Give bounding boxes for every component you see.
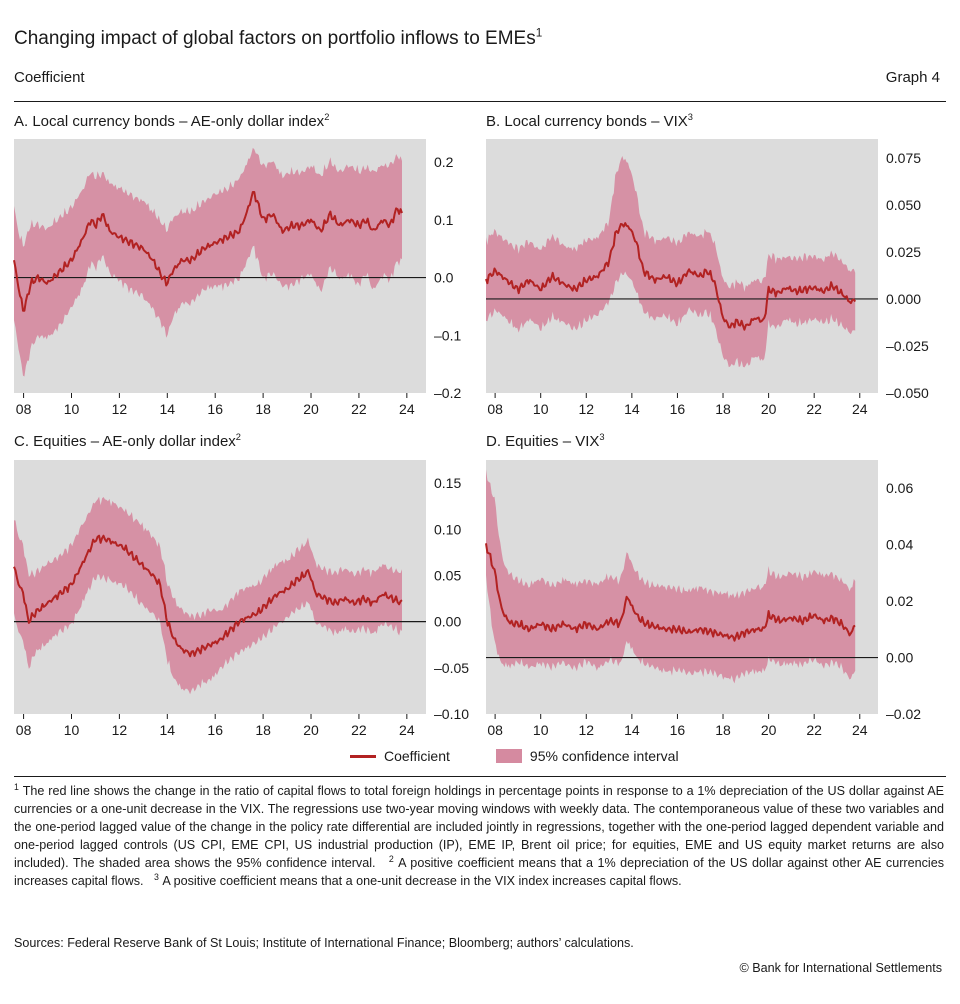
panel-d-x-tick-label: 14 [624,722,640,738]
panel-c-y-tick-label: 0.10 [434,521,461,537]
panel-b-x-tick-label: 12 [578,401,594,417]
panel-d-x-tick-label: 10 [533,722,549,738]
panel-b-x-tick-label: 20 [761,401,777,417]
footnote-3: A positive coefficient means that a one-… [162,874,682,888]
footnotes: 1 The red line shows the change in the r… [14,782,944,890]
panel-c-x-tick-label: 10 [64,722,80,738]
panel-b-y-tick-label: 0.050 [886,197,921,213]
panel-c-coefficient-line [13,534,403,658]
panel-b-x-tick-label: 10 [533,401,549,417]
panel-c-y-tick-label: –0.05 [434,660,469,676]
panel-b-y-tick-label: –0.050 [886,385,929,401]
panel-d-x-tick-label: 12 [578,722,594,738]
panel-b-x-tick-label: 08 [487,401,503,417]
panel-a-y-tick-label: 0.1 [434,212,454,228]
panel-b-y-tick-label: 0.025 [886,244,921,260]
panel-c-confidence-band [14,496,402,695]
panel-b-y-tick-label: –0.025 [886,338,929,354]
panel-d-y-tick-label: 0.06 [886,480,913,496]
panel-a-x-tick-label: 16 [207,401,223,417]
title-footnote-mark: 1 [535,26,543,40]
copyright: © Bank for International Settlements [739,961,943,975]
panel-d-y-tick-label: –0.02 [886,706,921,722]
panel-b-x-tick-label: 18 [715,401,731,417]
panel-b-x-tick-label: 14 [624,401,640,417]
panel-c-y-tick-label: 0.15 [434,475,461,491]
panel-b-x-tick-label: 24 [852,401,868,417]
legend-confidence-interval: 95% confidence interval [529,748,679,764]
panel-c-y-tick-label: –0.10 [434,706,469,722]
panel-a-coefficient-line [13,191,403,312]
footnote-1-mark: 1 [14,781,19,792]
panel-a-x-tick-label: 12 [112,401,128,417]
panel-b-x-tick-label: 16 [670,401,686,417]
panel-b-confidence-band [486,156,856,368]
panel-a-confidence-band [14,147,402,377]
legend: Coefficient 95% confidence interval [350,748,679,764]
panel-a-x-tick-label: 10 [64,401,80,417]
panel-d-x-tick-label: 20 [761,722,777,738]
panel-d-x-tick-label: 24 [852,722,868,738]
panel-a-title: A. Local currency bonds – AE-only dollar… [14,112,330,130]
panel-d-y-tick-label: 0.04 [886,537,913,553]
panel-a-y-tick-label: –0.2 [434,385,461,401]
sources: Sources: Federal Reserve Bank of St Loui… [14,936,634,950]
panel-c-x-tick-label: 22 [351,722,367,738]
panel-a-x-tick-label: 22 [351,401,367,417]
panel-b-y-tick-label: 0.000 [886,291,921,307]
panel-a-x-tick-label: 14 [160,401,176,417]
panel-b-y-tick-label: 0.075 [886,150,921,166]
panel-b-x-tick-label: 22 [806,401,822,417]
panel-c-x-tick-label: 12 [112,722,128,738]
legend-coefficient: Coefficient [384,748,450,764]
panel-c-x-tick-label: 24 [399,722,415,738]
charts-canvas: –0.2 –0.1 0.0 0.1 0.2 08 10 12 14 16 18 20 22 24 –0.05… [13,139,929,738]
panel-c-title: C. Equities – AE-only dollar index2 [14,432,241,450]
panel-a-x-tick-label: 18 [255,401,271,417]
panel-c-x-tick-label: 20 [303,722,319,738]
panel-d-title: D. Equities – VIX3 [486,432,605,450]
panel-a-x-tick-label: 20 [303,401,319,417]
panel-d-x-tick-label: 18 [715,722,731,738]
graph-number: Graph 4 [885,69,940,86]
footnote-2: A positive coefficient means that a 1% d… [14,856,945,888]
footnote-1: The red line shows the change in the rat… [14,784,944,870]
panel-d-x-tick-label: 16 [670,722,686,738]
panel-c-x-tick-label: 08 [16,722,32,738]
panel-d-x-tick-label: 22 [806,722,822,738]
panel-c-x-tick-label: 18 [255,722,271,738]
panel-d-y-tick-label: 0.00 [886,650,913,666]
panel-a-y-tick-label: –0.1 [434,327,461,343]
panel-c-x-tick-label: 14 [160,722,176,738]
panel-b-title: B. Local currency bonds – VIX3 [486,112,693,130]
panel-c-x-tick-label: 16 [207,722,223,738]
panel-d-x-tick-label: 08 [487,722,503,738]
footnote-2-mark: 2 [388,853,394,864]
panel-a-x-tick-label: 08 [16,401,32,417]
unit-label: Coefficient [14,69,85,86]
page-title: Changing impact of global factors on por… [14,26,543,49]
panel-a-y-tick-label: 0.0 [434,270,454,286]
footnote-rule [14,776,946,777]
panel-d-coefficient-line [485,543,856,642]
panel-b-coefficient-line [485,222,857,331]
footnote-3-mark: 3 [154,871,159,882]
panel-c-y-tick-label: 0.00 [434,614,461,630]
legend-line-swatch [350,754,376,758]
top-rule [14,101,946,102]
panel-c-y-tick-label: 0.05 [434,567,461,583]
panel-d-y-tick-label: 0.02 [886,593,913,609]
legend-band-swatch [495,749,522,763]
panel-a-y-tick-label: 0.2 [434,154,454,170]
panel-a-x-tick-label: 24 [399,401,415,417]
